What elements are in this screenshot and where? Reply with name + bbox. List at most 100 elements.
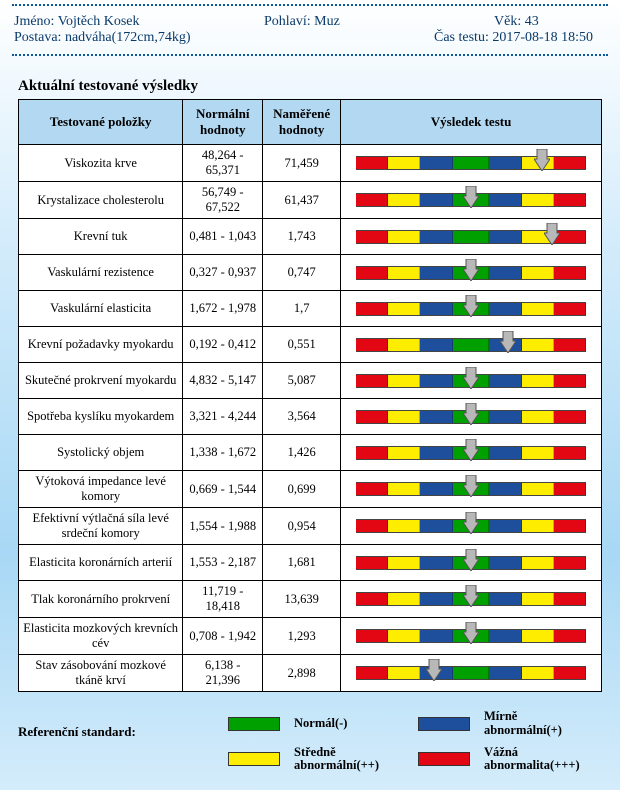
cell-item: Viskozita krve: [19, 145, 183, 182]
testtime-label: Čas testu:: [434, 30, 489, 45]
table-row: Krevní požadavky myokardu0,192 - 0,4120,…: [19, 327, 602, 363]
figure-value: nadváha(172cm,74kg): [65, 30, 191, 45]
gauge-arrow-icon: [463, 367, 479, 389]
cell-normal: 56,749 - 67,522: [183, 182, 263, 219]
table-row: Vaskulární elasticita1,672 - 1,9781,7: [19, 291, 602, 327]
result-gauge: [356, 629, 586, 643]
cell-result: [341, 508, 602, 545]
cell-item: Krystalizace cholesterolu: [19, 182, 183, 219]
cell-normal: 0,481 - 1,043: [183, 219, 263, 255]
legend-mild: Mírně abnormální(+): [484, 710, 594, 738]
legend-moderate: Středně abnormální(++): [294, 746, 404, 774]
cell-item: Vaskulární elasticita: [19, 291, 183, 327]
cell-measured: 1,426: [263, 435, 341, 471]
section-title: Aktuální testované výsledky: [0, 60, 620, 99]
cell-normal: 1,554 - 1,988: [183, 508, 263, 545]
cell-normal: 6,138 - 21,396: [183, 655, 263, 692]
cell-measured: 1,7: [263, 291, 341, 327]
name-value: Vojtěch Kosek: [58, 14, 140, 29]
table-row: Systolický objem1,338 - 1,6721,426: [19, 435, 602, 471]
cell-measured: 0,699: [263, 471, 341, 508]
gauge-arrow-icon: [463, 512, 479, 534]
legend-severe: Vážná abnormalita(+++): [484, 746, 594, 774]
cell-result: [341, 182, 602, 219]
gauge-arrow-icon: [463, 295, 479, 317]
gauge-arrow-icon: [463, 403, 479, 425]
result-gauge: [356, 410, 586, 424]
cell-measured: 1,681: [263, 545, 341, 581]
cell-normal: 11,719 - 18,418: [183, 581, 263, 618]
testtime-value: 2017-08-18 18:50: [492, 30, 593, 45]
table-row: Vaskulární rezistence0,327 - 0,9370,747: [19, 255, 602, 291]
result-gauge: [356, 338, 586, 352]
sex-label: Pohlaví:: [264, 14, 311, 29]
cell-result: [341, 145, 602, 182]
legend-block: Referenční standard: Normál(-) Mírně abn…: [18, 710, 602, 773]
cell-normal: 0,192 - 0,412: [183, 327, 263, 363]
cell-measured: 1,293: [263, 618, 341, 655]
table-row: Elasticita koronárních arterií1,553 - 2,…: [19, 545, 602, 581]
swatch-normal: [228, 717, 280, 731]
cell-measured: 61,437: [263, 182, 341, 219]
cell-measured: 1,743: [263, 219, 341, 255]
cell-result: [341, 327, 602, 363]
table-row: Efektivní výtlačná síla levé srdeční kom…: [19, 508, 602, 545]
cell-normal: 0,669 - 1,544: [183, 471, 263, 508]
top-divider: [12, 4, 608, 6]
table-row: Krystalizace cholesterolu56,749 - 67,522…: [19, 182, 602, 219]
cell-normal: 3,321 - 4,244: [183, 399, 263, 435]
cell-item: Krevní požadavky myokardu: [19, 327, 183, 363]
cell-result: [341, 655, 602, 692]
table-row: Tlak koronárního prokrvení11,719 - 18,41…: [19, 581, 602, 618]
cell-item: Spotřeba kyslíku myokardem: [19, 399, 183, 435]
cell-measured: 13,639: [263, 581, 341, 618]
result-gauge: [356, 519, 586, 533]
cell-result: [341, 545, 602, 581]
results-table: Testované položky Normální hodnoty Naměř…: [18, 99, 602, 692]
table-row: Elasticita mozkových krevních cév0,708 -…: [19, 618, 602, 655]
result-gauge: [356, 230, 586, 244]
result-gauge: [356, 193, 586, 207]
cell-result: [341, 363, 602, 399]
th-measured: Naměřené hodnoty: [263, 100, 341, 145]
result-gauge: [356, 266, 586, 280]
swatch-mild: [418, 717, 470, 731]
cell-result: [341, 291, 602, 327]
legend-normal: Normál(-): [294, 717, 404, 731]
cell-item: Tlak koronárního prokrvení: [19, 581, 183, 618]
result-gauge: [356, 556, 586, 570]
result-gauge: [356, 446, 586, 460]
th-result: Výsledek testu: [341, 100, 602, 145]
age-label: Věk:: [494, 14, 521, 29]
cell-measured: 0,551: [263, 327, 341, 363]
cell-measured: 3,564: [263, 399, 341, 435]
name-label: Jméno:: [14, 14, 54, 29]
age-value: 43: [525, 14, 539, 29]
cell-normal: 1,672 - 1,978: [183, 291, 263, 327]
legend-title: Referenční standard:: [18, 710, 228, 740]
cell-result: [341, 399, 602, 435]
cell-normal: 0,708 - 1,942: [183, 618, 263, 655]
gauge-arrow-icon: [463, 439, 479, 461]
result-gauge: [356, 666, 586, 680]
cell-normal: 0,327 - 0,937: [183, 255, 263, 291]
figure-label: Postava:: [14, 30, 61, 45]
cell-item: Efektivní výtlačná síla levé srdeční kom…: [19, 508, 183, 545]
patient-info-block: Jméno: Vojtěch Kosek Pohlaví: Muz Věk: 4…: [0, 10, 620, 50]
result-gauge: [356, 156, 586, 170]
gauge-arrow-icon: [426, 659, 442, 681]
swatch-severe: [418, 752, 470, 766]
gauge-arrow-icon: [463, 186, 479, 208]
cell-normal: 48,264 - 65,371: [183, 145, 263, 182]
result-gauge: [356, 592, 586, 606]
table-row: Krevní tuk0,481 - 1,0431,743: [19, 219, 602, 255]
table-row: Skutečné prokrvení myokardu4,832 - 5,147…: [19, 363, 602, 399]
result-gauge: [356, 302, 586, 316]
gauge-arrow-icon: [534, 149, 550, 171]
result-gauge: [356, 482, 586, 496]
cell-result: [341, 219, 602, 255]
cell-normal: 1,553 - 2,187: [183, 545, 263, 581]
cell-normal: 1,338 - 1,672: [183, 435, 263, 471]
gauge-arrow-icon: [463, 549, 479, 571]
cell-result: [341, 255, 602, 291]
